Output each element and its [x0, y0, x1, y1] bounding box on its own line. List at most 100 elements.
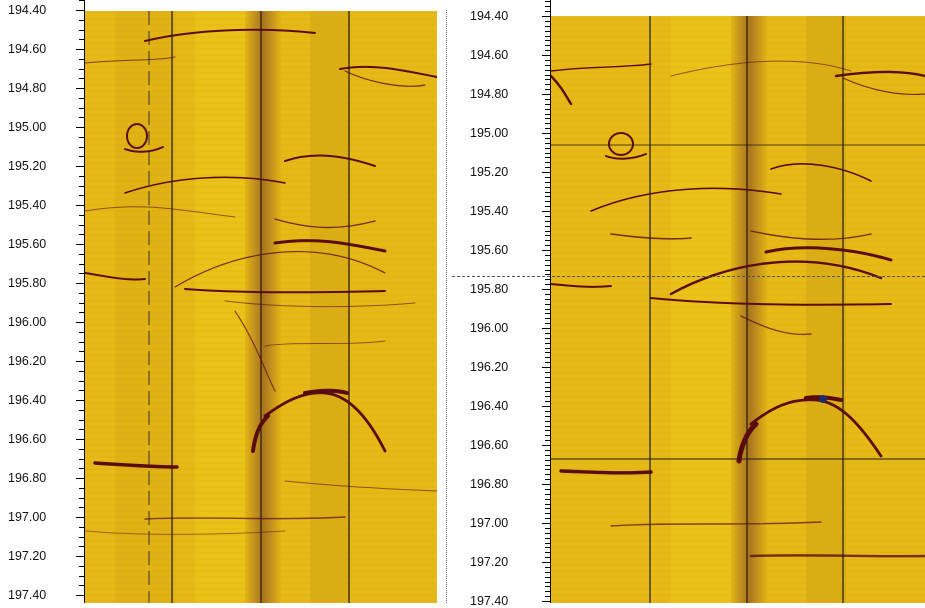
depth-tick	[545, 362, 550, 364]
depth-tick	[545, 186, 550, 188]
depth-tick	[545, 118, 550, 120]
depth-tick	[545, 259, 550, 261]
depth-tick	[545, 152, 550, 154]
depth-tick	[79, 390, 84, 392]
depth-label: 194.60	[8, 42, 47, 56]
depth-tick	[542, 601, 550, 602]
depth-tick	[79, 565, 84, 567]
depth-tick	[545, 157, 550, 159]
depth-tick	[542, 16, 550, 17]
depth-tick	[545, 571, 550, 573]
depth-tick	[542, 289, 550, 290]
depth-tick	[79, 273, 84, 275]
depth-tick	[542, 367, 550, 368]
depth-tick	[79, 136, 84, 138]
depth-tick	[545, 454, 550, 456]
depth-tick	[545, 410, 550, 412]
depth-tick	[545, 435, 550, 437]
depth-tick	[79, 351, 84, 353]
depth-tick	[79, 302, 84, 304]
depth-tick	[545, 254, 550, 256]
depth-tick	[545, 113, 550, 115]
depth-tick	[79, 312, 84, 314]
depth-tick	[545, 342, 550, 344]
depth-tick	[545, 196, 550, 198]
depth-tick	[76, 400, 84, 401]
depth-tick	[79, 78, 84, 80]
depth-tick	[545, 284, 550, 286]
depth-tick	[545, 513, 550, 515]
depth-tick	[79, 536, 84, 538]
depth-label: 197.20	[470, 555, 509, 569]
depth-tick	[545, 313, 550, 315]
depth-tick	[545, 420, 550, 422]
depth-tick	[545, 206, 550, 208]
depth-tick	[79, 331, 84, 333]
depth-tick	[545, 386, 550, 388]
depth-tick	[545, 318, 550, 320]
depth-tick	[76, 127, 84, 128]
depth-tick	[545, 235, 550, 237]
depth-tick	[76, 322, 84, 323]
depth-label: 195.40	[8, 198, 47, 212]
depth-tick	[545, 391, 550, 393]
depth-tick	[79, 419, 84, 421]
depth-tick	[545, 352, 550, 354]
depth-label: 197.40	[470, 594, 509, 608]
depth-tick	[545, 279, 550, 281]
depth-cursor-line[interactable]	[452, 276, 925, 277]
depth-tick	[545, 332, 550, 334]
depth-tick	[545, 537, 550, 539]
depth-label: 196.20	[470, 360, 509, 374]
depth-label: 194.60	[470, 48, 509, 62]
depth-tick	[545, 401, 550, 403]
depth-tick	[542, 211, 550, 212]
depth-label: 194.40	[470, 9, 509, 23]
depth-tick	[76, 244, 84, 245]
depth-tick	[79, 380, 84, 382]
depth-tick	[79, 156, 84, 158]
depth-tick	[79, 195, 84, 197]
right-depth-axis: 194.40 194.60 194.80 195.00 195.20 195.40 195.…	[452, 0, 540, 608]
depth-tick	[545, 181, 550, 183]
depth-tick	[79, 448, 84, 450]
depth-label: 194.80	[470, 87, 509, 101]
depth-tick	[76, 88, 84, 89]
depth-tick	[79, 487, 84, 489]
depth-tick	[545, 337, 550, 339]
depth-tick	[545, 35, 550, 37]
depth-tick	[76, 283, 84, 284]
depth-tick	[79, 370, 84, 372]
depth-tick	[545, 298, 550, 300]
depth-tick	[545, 464, 550, 466]
left-image-panel: 194.40 194.60 194.80 195.00 195.20 195.40 195.…	[0, 0, 440, 603]
depth-tick	[542, 94, 550, 95]
depth-label: 194.40	[8, 3, 47, 17]
depth-label: 195.60	[470, 243, 509, 257]
depth-tick	[545, 98, 550, 100]
depth-tick	[545, 25, 550, 27]
depth-tick	[545, 498, 550, 500]
depth-label: 195.00	[470, 126, 509, 140]
depth-tick	[545, 201, 550, 203]
depth-tick	[545, 449, 550, 451]
depth-tick	[76, 595, 84, 596]
depth-tick	[76, 49, 84, 50]
depth-tick	[545, 376, 550, 378]
depth-tick	[545, 459, 550, 461]
depth-tick	[545, 225, 550, 227]
depth-tick	[545, 264, 550, 266]
depth-tick	[79, 185, 84, 187]
depth-tick	[79, 175, 84, 177]
depth-tick	[545, 103, 550, 105]
depth-tick	[79, 429, 84, 431]
depth-tick	[545, 69, 550, 71]
depth-tick	[545, 240, 550, 242]
depth-tick	[545, 1, 550, 3]
depth-tick	[79, 107, 84, 109]
depth-tick	[545, 147, 550, 149]
depth-tick	[545, 215, 550, 217]
depth-label: 196.40	[470, 399, 509, 413]
depth-tick	[79, 341, 84, 343]
depth-tick	[545, 474, 550, 476]
